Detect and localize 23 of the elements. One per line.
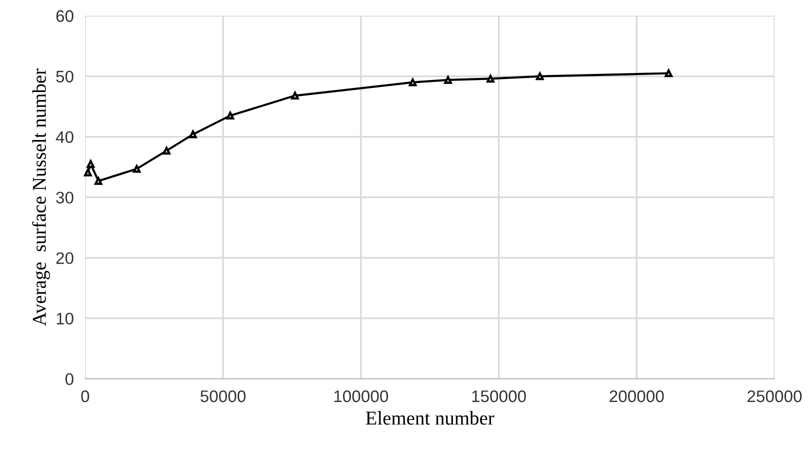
y-tick-label: 40 — [56, 131, 74, 144]
x-tick-label: 200000 — [610, 390, 664, 402]
point — [536, 72, 544, 80]
x-tick-label: 250000 — [748, 390, 802, 402]
y-tick-label: 0 — [65, 373, 74, 386]
x-tick-label: 50000 — [200, 390, 246, 402]
x-axis-title: Element number — [366, 411, 494, 425]
y-tick-label: 30 — [56, 192, 74, 204]
x-tick-label: 100000 — [334, 390, 388, 402]
point — [291, 92, 299, 100]
y-tick-label: 60 — [56, 10, 74, 22]
point — [189, 130, 197, 138]
point — [162, 146, 170, 155]
point — [408, 78, 417, 86]
y-tick-label: 50 — [56, 70, 74, 82]
y-axis-title: Average surface Nusselt number — [32, 68, 50, 326]
point — [664, 69, 673, 78]
x-tick-label: 150000 — [472, 390, 526, 402]
point — [132, 164, 141, 173]
x-tick-label: 0 — [81, 390, 90, 402]
y-tick-label: 20 — [56, 252, 74, 264]
point — [486, 74, 494, 83]
y-tick-label: 10 — [56, 312, 74, 325]
